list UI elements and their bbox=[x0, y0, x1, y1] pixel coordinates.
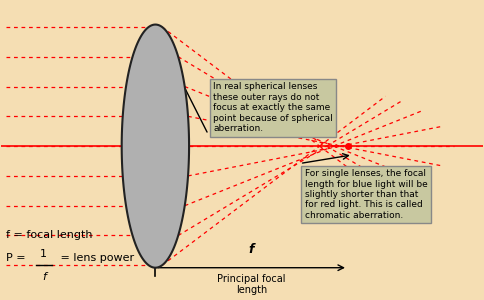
Polygon shape bbox=[121, 25, 189, 268]
Text: = lens power: = lens power bbox=[57, 253, 134, 263]
Text: 1: 1 bbox=[40, 249, 47, 259]
Text: f: f bbox=[249, 243, 255, 256]
Text: Principal focal
length: Principal focal length bbox=[217, 274, 286, 295]
Text: For single lenses, the focal
length for blue light will be
slightly shorter than: For single lenses, the focal length for … bbox=[304, 169, 427, 220]
Text: In real spherical lenses
these outer rays do not
focus at exactly the same
point: In real spherical lenses these outer ray… bbox=[213, 82, 333, 133]
Text: P =: P = bbox=[6, 253, 30, 263]
Text: f: f bbox=[42, 272, 45, 282]
Text: f = focal length: f = focal length bbox=[6, 230, 93, 240]
